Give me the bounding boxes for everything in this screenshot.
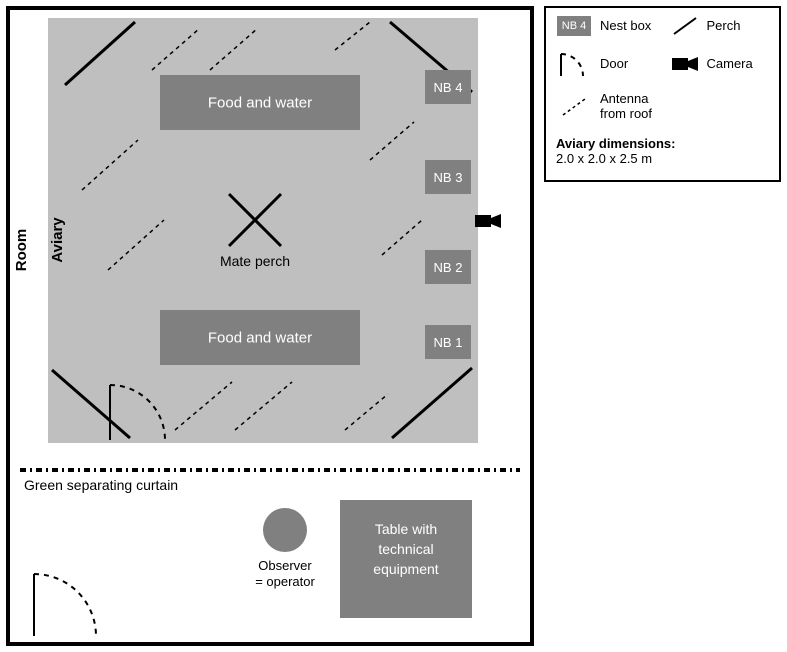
curtain-label: Green separating curtain (24, 477, 178, 493)
room-label: Room (13, 229, 30, 272)
nest-box-label-1: NB 1 (434, 335, 463, 350)
legend-dims-title: Aviary dimensions: (556, 136, 675, 151)
observer-marker (263, 508, 307, 552)
legend-perch-icon (671, 16, 699, 36)
legend-nestbox-icon: NB 4 (556, 16, 592, 36)
food-water-label-0: Food and water (208, 95, 312, 112)
nest-box-label-2: NB 2 (434, 260, 463, 275)
observer-label-2: = operator (255, 574, 315, 589)
table-label-3: equipment (373, 561, 438, 577)
legend-camera-icon (671, 56, 699, 72)
legend-door-icon (556, 50, 592, 78)
legend-antenna-icon (556, 97, 592, 117)
aviary-diagram: Food and water Food and water Mate perch NB… (10, 10, 530, 642)
table-label-2: technical (378, 541, 433, 557)
legend-antenna-l1: Antenna (600, 91, 648, 106)
food-water-label-1: Food and water (208, 330, 312, 347)
legend-perch-label: Perch (707, 19, 770, 34)
aviary-label: Aviary (49, 217, 66, 263)
room-door-arc (34, 574, 96, 636)
observer-label-1: Observer (258, 558, 312, 573)
equipment-table (340, 500, 472, 618)
legend-camera-label: Camera (707, 57, 770, 72)
legend-nestbox-label: Nest box (600, 19, 663, 34)
legend-door-label: Door (600, 57, 663, 72)
main-diagram-frame: Food and water Food and water Mate perch NB… (6, 6, 534, 646)
legend-nestbox-chip: NB 4 (557, 16, 591, 36)
legend-antenna-label: Antenna from roof (600, 92, 663, 122)
legend-panel: NB 4 Nest box Perch Door Camera (544, 6, 781, 182)
camera-icon (475, 215, 491, 227)
mate-perch-label: Mate perch (220, 253, 290, 269)
camera-lens-icon (491, 214, 501, 228)
legend-antenna-l2: from roof (600, 106, 652, 121)
nest-box-label-4: NB 4 (434, 80, 463, 95)
table-label-1: Table with (375, 521, 437, 537)
nest-box-label-3: NB 3 (434, 170, 463, 185)
legend-dimensions: Aviary dimensions: 2.0 x 2.0 x 2.5 m (556, 136, 769, 166)
legend-dims-value: 2.0 x 2.0 x 2.5 m (556, 151, 652, 166)
